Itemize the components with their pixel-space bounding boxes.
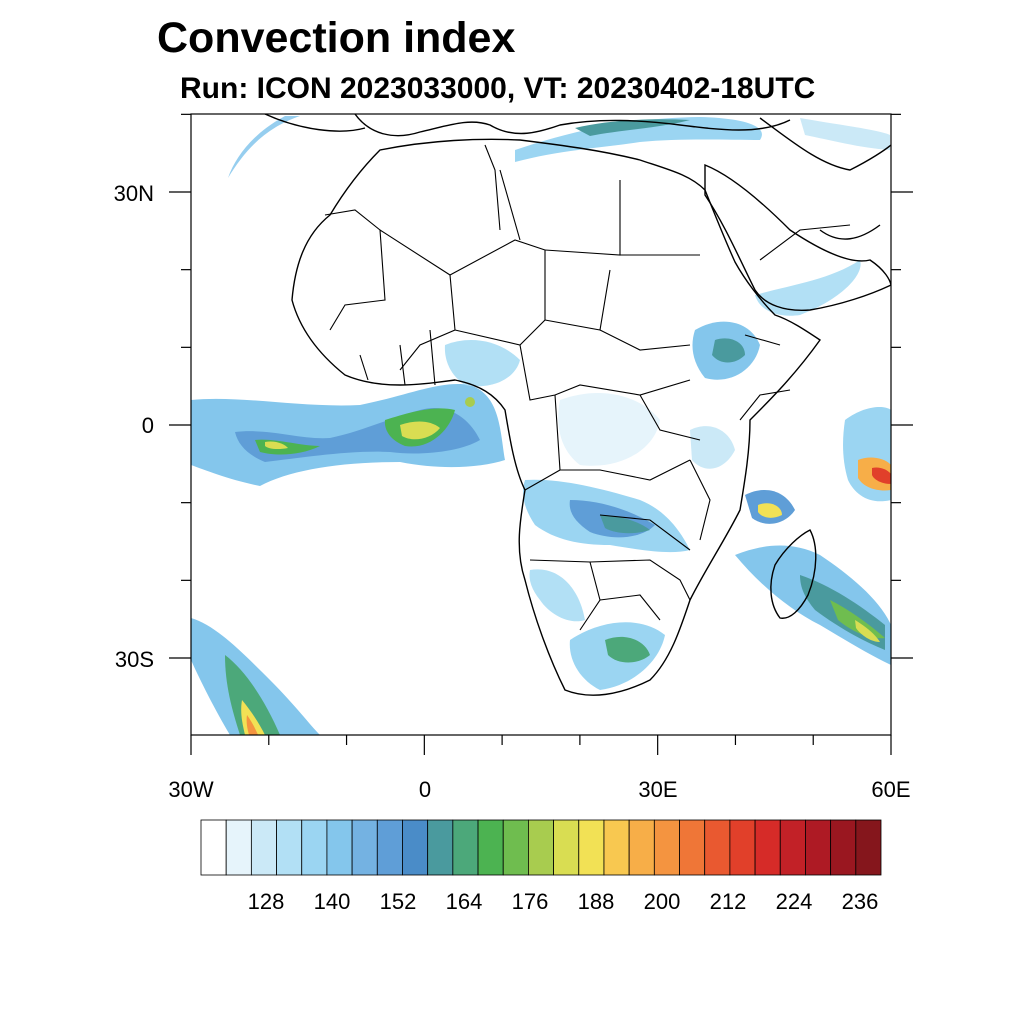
country-borders bbox=[324, 144, 851, 631]
field-east-africa bbox=[690, 426, 735, 469]
colorbar-swatch bbox=[528, 819, 554, 876]
field-equatorial-green bbox=[255, 408, 455, 455]
colorbar-swatch bbox=[830, 819, 857, 876]
colorbar-swatch bbox=[502, 819, 529, 876]
field-nw-atlantic bbox=[228, 116, 300, 178]
colorbar-swatch bbox=[477, 819, 504, 876]
europe-coastline bbox=[354, 114, 791, 137]
field-ne-indian-red bbox=[872, 467, 891, 484]
levant-coastline bbox=[759, 117, 891, 171]
colorbar-label: 224 bbox=[775, 889, 813, 914]
chart-title: Convection index bbox=[157, 14, 516, 62]
x-tick-label-30e: 30E bbox=[638, 777, 678, 802]
field-mozambique-core bbox=[758, 503, 782, 518]
colorbar bbox=[200, 819, 882, 876]
colorbar-swatch bbox=[603, 819, 630, 876]
colorbar-swatch bbox=[679, 819, 706, 876]
field-sw-atlantic bbox=[191, 618, 320, 735]
iberia-coastline bbox=[264, 114, 366, 132]
colorbar-label: 152 bbox=[379, 889, 417, 914]
colorbar-swatch bbox=[250, 819, 277, 876]
colorbar-swatch bbox=[754, 819, 781, 876]
colorbar-swatch bbox=[805, 819, 832, 876]
colorbar-swatch bbox=[326, 819, 353, 876]
colorbar-swatch bbox=[225, 819, 252, 876]
y-tick-label-30s: 30S bbox=[114, 647, 154, 672]
field-arabia bbox=[755, 260, 861, 316]
colorbar-swatch bbox=[704, 819, 731, 876]
colorbar-swatch bbox=[402, 819, 429, 876]
field-indian-ocean-green bbox=[830, 600, 885, 639]
field-angola-green bbox=[600, 515, 650, 534]
field-congo bbox=[558, 392, 660, 466]
colorbar-swatch bbox=[578, 819, 605, 876]
x-tick-label-30w: 30W bbox=[168, 777, 214, 802]
colorbar-swatch bbox=[200, 819, 227, 876]
field-south-africa-core bbox=[605, 636, 650, 663]
convection-field bbox=[191, 116, 891, 735]
colorbar-label: 140 bbox=[313, 889, 351, 914]
colorbar-label: 236 bbox=[841, 889, 879, 914]
colorbar-swatch bbox=[452, 819, 479, 876]
colorbar-swatch bbox=[855, 819, 882, 876]
colorbar-label: 176 bbox=[511, 889, 549, 914]
colorbar-label: 128 bbox=[247, 889, 285, 914]
field-sw-atlantic-mid bbox=[225, 655, 280, 735]
colorbar-label: 212 bbox=[709, 889, 747, 914]
colorbar-label: 188 bbox=[577, 889, 615, 914]
field-ethiopia-core bbox=[712, 338, 745, 363]
madagascar-coastline bbox=[770, 529, 817, 619]
field-namibia bbox=[529, 569, 585, 622]
colorbar-swatch bbox=[427, 819, 454, 876]
colorbar-swatch bbox=[376, 819, 403, 876]
x-tick-label-60e: 60E bbox=[871, 777, 911, 802]
field-indian-ocean-yellow bbox=[855, 620, 880, 642]
chart-subtitle: Run: ICON 2023033000, VT: 20230402-18UTC bbox=[180, 72, 816, 105]
colorbar-swatch bbox=[351, 819, 378, 876]
y-tick-label-0: 0 bbox=[141, 413, 154, 438]
coastlines bbox=[264, 114, 891, 696]
field-mediterranean bbox=[515, 117, 762, 162]
colorbar-swatch bbox=[628, 819, 655, 876]
y-tick-label-30n: 30N bbox=[113, 181, 154, 206]
colorbar-swatch bbox=[653, 819, 680, 876]
field-levant bbox=[800, 118, 890, 150]
gulf-coastline bbox=[819, 224, 881, 240]
axis-ticks bbox=[169, 113, 913, 755]
x-tick-label-0: 0 bbox=[418, 777, 432, 802]
field-equatorial-yellow bbox=[265, 421, 440, 450]
colorbar-label: 200 bbox=[643, 889, 681, 914]
colorbar-swatch bbox=[553, 819, 580, 876]
colorbar-swatch bbox=[301, 819, 328, 876]
colorbar-label: 164 bbox=[445, 889, 483, 914]
colorbar-swatch bbox=[779, 819, 806, 876]
colorbar-swatch bbox=[729, 819, 756, 876]
colorbar-swatch bbox=[276, 819, 303, 876]
field-nigeria bbox=[444, 340, 520, 387]
field-sw-atlantic-orange bbox=[246, 715, 258, 735]
